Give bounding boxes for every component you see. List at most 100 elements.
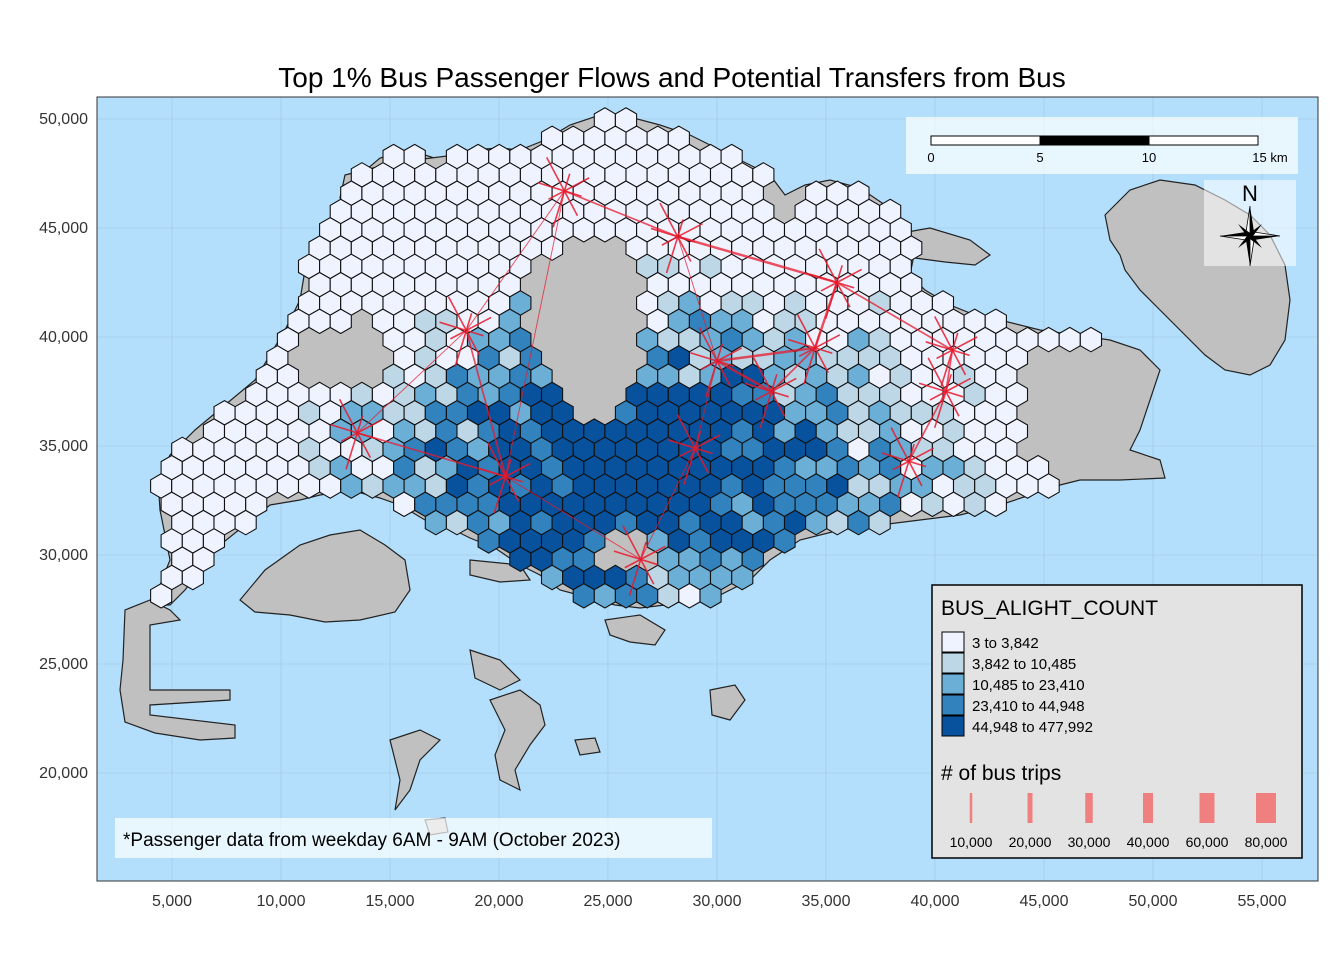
hexagon-cell bbox=[921, 491, 944, 518]
legend-width-title: # of bus trips bbox=[941, 762, 1061, 785]
flow-line bbox=[698, 326, 718, 362]
flow-line bbox=[659, 202, 679, 238]
flow-line bbox=[661, 236, 679, 246]
flow-line bbox=[683, 447, 696, 485]
hexagon-cell bbox=[181, 564, 204, 591]
x-axis: 5,000 10,000 15,000 20,000 25,000 30,000… bbox=[152, 893, 1287, 910]
hexagon-cell bbox=[657, 582, 680, 609]
width-legend-label: 10,000 bbox=[950, 834, 993, 850]
hexagon-cell bbox=[540, 235, 564, 261]
southern-island-5 bbox=[574, 737, 601, 756]
flow-line bbox=[824, 282, 838, 320]
flow-line bbox=[439, 321, 467, 332]
flow-line bbox=[951, 349, 967, 376]
x-tick-label: 45,000 bbox=[1020, 893, 1069, 910]
flow-line bbox=[770, 374, 778, 392]
flow-line bbox=[690, 351, 718, 362]
hexagon-cell bbox=[329, 308, 352, 335]
hexagon-cell bbox=[699, 582, 722, 609]
flow-line bbox=[892, 460, 910, 471]
flow-line bbox=[563, 190, 579, 217]
flow-line bbox=[357, 432, 375, 440]
hexagon-cell bbox=[1079, 326, 1103, 353]
x-tick-label: 5,000 bbox=[152, 893, 192, 910]
y-tick-label: 20,000 bbox=[39, 765, 88, 782]
flow-line bbox=[665, 236, 679, 274]
y-tick-label: 40,000 bbox=[39, 329, 88, 346]
flow-line bbox=[908, 460, 923, 487]
flow-line bbox=[820, 281, 838, 292]
flow-line bbox=[504, 459, 512, 477]
flow-line bbox=[563, 173, 571, 192]
hexagon-cell bbox=[731, 564, 754, 591]
flow-line bbox=[927, 357, 947, 392]
hexagon-cell bbox=[393, 491, 416, 518]
flow-line bbox=[356, 419, 383, 434]
x-tick-label: 35,000 bbox=[802, 893, 851, 910]
flow-line bbox=[640, 545, 666, 561]
compass-icon bbox=[1219, 205, 1281, 267]
legend-item-label: 44,948 to 477,992 bbox=[972, 719, 1093, 736]
flow-line bbox=[338, 398, 359, 434]
flow-line bbox=[564, 190, 582, 198]
flow-line bbox=[487, 442, 507, 477]
flow-line bbox=[716, 343, 724, 362]
scale-bar-label: 5 bbox=[1036, 150, 1043, 165]
flow-line bbox=[908, 460, 927, 468]
flow-line bbox=[936, 349, 953, 360]
panel-border bbox=[96, 96, 1319, 882]
tuas-landmass bbox=[119, 599, 236, 741]
flow-line bbox=[545, 156, 566, 192]
flow-line bbox=[505, 476, 641, 560]
flow-line bbox=[759, 391, 773, 429]
flow-line bbox=[945, 377, 972, 393]
y-tick-label: 30,000 bbox=[39, 547, 88, 564]
flow-line bbox=[952, 336, 978, 351]
scale-bar-label: 0 bbox=[927, 150, 934, 165]
hexagon-cell bbox=[805, 509, 828, 536]
width-legend-label: 20,000 bbox=[1009, 834, 1052, 850]
flow-line bbox=[945, 391, 960, 417]
flow-line bbox=[537, 181, 565, 192]
flow-line bbox=[945, 349, 954, 392]
hexagon-grid bbox=[150, 107, 1103, 609]
scale-bar-segment bbox=[1039, 135, 1150, 146]
hexagon-cell bbox=[984, 491, 1007, 518]
x-tick-label: 25,000 bbox=[584, 893, 633, 910]
hexagon-cell bbox=[1037, 473, 1060, 499]
flow-line bbox=[836, 268, 863, 284]
flow-line bbox=[356, 330, 467, 434]
flow-line bbox=[613, 550, 641, 561]
flow-line bbox=[694, 447, 709, 474]
flow-line bbox=[908, 447, 934, 462]
width-legend-bar bbox=[1027, 793, 1033, 823]
flow-line bbox=[716, 359, 773, 393]
legend-item-label: 23,410 to 44,948 bbox=[972, 698, 1085, 715]
data-note: *Passenger data from weekday 6AM - 9AM (… bbox=[115, 818, 712, 858]
hexagon-cell bbox=[868, 509, 891, 536]
flow-line bbox=[716, 360, 731, 387]
flow-line bbox=[505, 190, 565, 477]
width-legend-label: 40,000 bbox=[1127, 834, 1170, 850]
flow-line bbox=[493, 476, 507, 514]
flow-line bbox=[836, 281, 953, 351]
flow-line bbox=[650, 227, 678, 238]
legend-swatch bbox=[941, 652, 965, 674]
flow-line bbox=[564, 177, 590, 192]
hexagon-cell bbox=[1058, 326, 1081, 353]
flow-line bbox=[753, 357, 773, 392]
flow-line bbox=[564, 190, 679, 238]
legend-swatch bbox=[941, 694, 965, 716]
flow-line bbox=[945, 390, 964, 398]
flow-line bbox=[454, 330, 468, 367]
flow-line bbox=[622, 525, 642, 560]
hexagon-cell bbox=[308, 308, 331, 335]
flow-line bbox=[489, 475, 506, 486]
flow-line bbox=[330, 423, 358, 434]
scale-bar-label: 15 km bbox=[1252, 150, 1287, 165]
hexagon-cell bbox=[1016, 473, 1039, 499]
scale-bar-label: 10 bbox=[1142, 150, 1156, 165]
hexagon-cell bbox=[572, 582, 595, 609]
flow-line bbox=[677, 222, 703, 238]
